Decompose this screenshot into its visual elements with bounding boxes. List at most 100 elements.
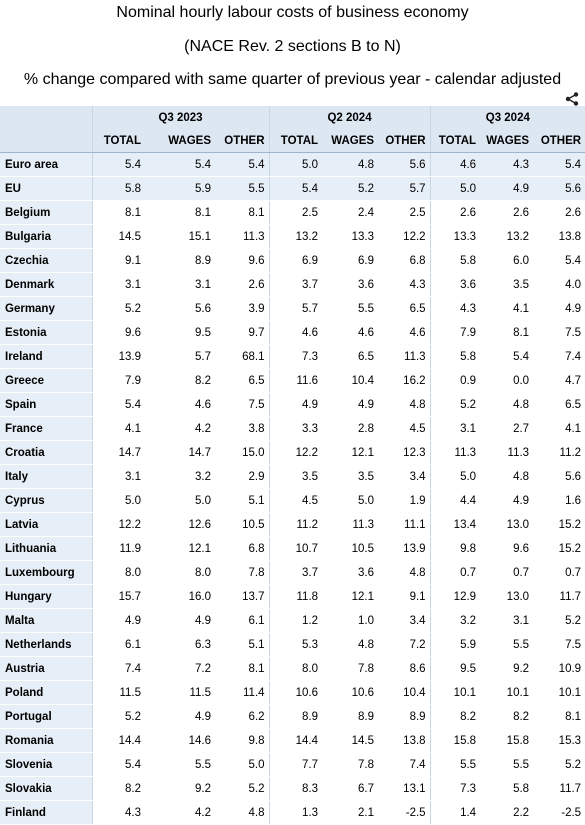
value-cell: 9.5 [429, 656, 481, 681]
value-cell: 9.1 [91, 248, 145, 273]
country-label: Slovakia [0, 776, 92, 801]
value-cell: 5.2 [533, 608, 585, 633]
value-cell: 16.0 [145, 584, 215, 609]
column-header: TOTAL [91, 129, 145, 153]
value-cell: 11.7 [533, 584, 585, 609]
value-cell: 8.9 [322, 704, 379, 729]
header-corner [0, 106, 92, 129]
value-cell: 6.0 [480, 248, 534, 273]
value-cell: 15.1 [145, 224, 215, 249]
table-row: Germany 5.2 5.6 3.9 5.7 5.5 6.5 4.3 4.1 4.9 [0, 296, 585, 321]
value-cell: 4.3 [378, 272, 431, 297]
value-cell: 5.4 [533, 248, 585, 273]
value-cell: 11.3 [322, 512, 379, 537]
value-cell: 3.6 [322, 272, 379, 297]
value-cell: 4.6 [429, 152, 481, 177]
value-cell: -2.5 [378, 800, 431, 825]
value-cell: 5.0 [91, 488, 145, 513]
value-cell: 5.7 [145, 344, 215, 369]
value-cell: 5.2 [215, 776, 270, 801]
value-cell: 10.5 [215, 512, 270, 537]
value-cell: 7.8 [322, 752, 379, 777]
value-cell: 15.2 [533, 512, 585, 537]
value-cell: 4.1 [480, 296, 534, 321]
value-cell: 11.7 [533, 776, 585, 801]
value-cell: 11.5 [145, 680, 215, 705]
value-cell: 8.9 [268, 704, 323, 729]
country-label: Luxembourg [0, 560, 92, 585]
table-row: Denmark 3.1 3.1 2.6 3.7 3.6 4.3 3.6 3.5 4.0 [0, 272, 585, 297]
value-cell: 10.1 [533, 680, 585, 705]
table-row: Lithuania 11.9 12.1 6.8 10.7 10.5 13.9 9.8 9.6 15… [0, 536, 585, 561]
value-cell: 13.3 [429, 224, 481, 249]
value-cell: 10.1 [429, 680, 481, 705]
table-row: Portugal 5.2 4.9 6.2 8.9 8.9 8.9 8.2 8.2 8.1 [0, 704, 585, 729]
value-cell: 5.0 [215, 752, 270, 777]
value-cell: 4.3 [429, 296, 481, 321]
value-cell: 6.5 [215, 368, 270, 393]
header-corner [0, 129, 92, 153]
value-cell: 10.1 [480, 680, 534, 705]
value-cell: 6.5 [378, 296, 431, 321]
value-cell: 5.5 [215, 176, 270, 201]
table-row: Greece 7.9 8.2 6.5 11.6 10.4 16.2 0.9 0.0 4.7 [0, 368, 585, 393]
value-cell: 5.4 [145, 152, 215, 177]
table-row: Italy 3.1 3.2 2.9 3.5 3.5 3.4 5.0 4.8 5.6 [0, 464, 585, 489]
value-cell: 5.2 [91, 704, 145, 729]
value-cell: 10.7 [268, 536, 323, 561]
country-label: Finland [0, 800, 92, 825]
value-cell: 3.5 [322, 464, 379, 489]
value-cell: 5.5 [145, 752, 215, 777]
country-label: Croatia [0, 440, 92, 465]
value-cell: 8.1 [533, 704, 585, 729]
value-cell: 2.1 [322, 800, 379, 825]
value-cell: 7.2 [378, 632, 431, 657]
value-cell: 11.4 [215, 680, 270, 705]
value-cell: 4.9 [322, 392, 379, 417]
value-cell: 8.9 [378, 704, 431, 729]
table-row: Latvia 12.2 12.6 10.5 11.2 11.3 11.1 13.4 13.0 15… [0, 512, 585, 537]
share-icon[interactable] [565, 92, 579, 106]
value-cell: 14.7 [145, 440, 215, 465]
value-cell: 4.8 [378, 392, 431, 417]
value-cell: 8.2 [91, 776, 145, 801]
value-cell: 13.4 [429, 512, 481, 537]
value-cell: 13.9 [378, 536, 431, 561]
table-row: Malta 4.9 4.9 6.1 1.2 1.0 3.4 3.2 3.1 5.2 [0, 608, 585, 633]
table-row: Romania 14.4 14.6 9.8 14.4 14.5 13.8 15.8 15.8 15… [0, 728, 585, 753]
value-cell: 4.8 [480, 392, 534, 417]
country-label: Denmark [0, 272, 92, 297]
value-cell: 5.5 [480, 752, 534, 777]
value-cell: 3.2 [145, 464, 215, 489]
value-cell: 7.8 [215, 560, 270, 585]
country-label: Romania [0, 728, 92, 753]
value-cell: 6.8 [378, 248, 431, 273]
country-label: Portugal [0, 704, 92, 729]
value-cell: 3.5 [268, 464, 323, 489]
value-cell: 5.5 [322, 296, 379, 321]
value-cell: 3.1 [429, 416, 481, 441]
value-cell: 14.4 [91, 728, 145, 753]
value-cell: 2.4 [322, 200, 379, 225]
value-cell: 5.4 [91, 752, 145, 777]
value-cell: 11.3 [429, 440, 481, 465]
value-cell: 11.9 [91, 536, 145, 561]
value-cell: 11.2 [533, 440, 585, 465]
value-cell: 3.1 [480, 608, 534, 633]
value-cell: 4.8 [215, 800, 270, 825]
column-header: OTHER [533, 129, 585, 153]
value-cell: 8.2 [480, 704, 534, 729]
value-cell: 9.6 [215, 248, 270, 273]
value-cell: 2.6 [533, 200, 585, 225]
value-cell: 4.8 [322, 152, 379, 177]
value-cell: 8.1 [91, 200, 145, 225]
value-cell: 5.7 [268, 296, 323, 321]
value-cell: 1.4 [429, 800, 481, 825]
value-cell: 7.5 [215, 392, 270, 417]
value-cell: 11.6 [268, 368, 323, 393]
value-cell: 4.7 [533, 368, 585, 393]
table-row: EU 5.8 5.9 5.5 5.4 5.2 5.7 5.0 4.9 5.6 [0, 176, 585, 201]
country-label: Ireland [0, 344, 92, 369]
value-cell: 8.1 [145, 200, 215, 225]
value-cell: 3.4 [378, 464, 431, 489]
